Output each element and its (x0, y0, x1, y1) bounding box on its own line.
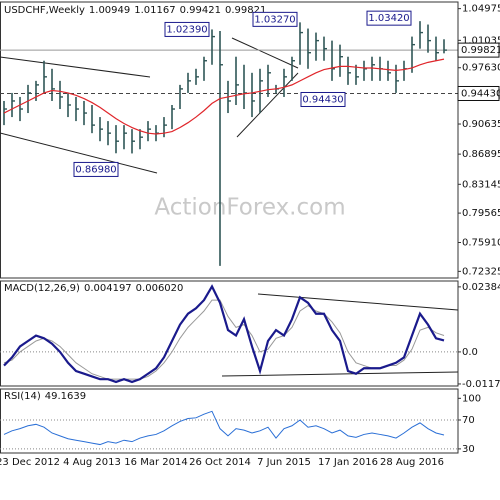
annotation-box (73, 161, 119, 177)
level-label: 0.99821 (461, 45, 500, 56)
annotation-label: 1.02390 (166, 24, 207, 35)
x-tick-label: 7 Jun 2015 (257, 457, 311, 468)
rsi-panel (0, 388, 459, 454)
panel-title: RSI(14) (4, 391, 41, 402)
y-tick-label: 70 (462, 415, 475, 426)
y-tick-label: 0.97630 (462, 63, 500, 74)
y-tick-label: 0.83145 (462, 179, 500, 190)
level-label: 0.94430 (461, 88, 500, 99)
macd-line (3, 284, 445, 384)
macd-panel (0, 280, 459, 387)
header-value: 0.004197 (84, 283, 132, 294)
header-value: 49.1639 (45, 391, 86, 402)
trend-line (231, 37, 299, 69)
y-tick-label: 0.75910 (462, 238, 500, 249)
header: USDCHF,Weekly 1.00949 1.01167 0.99421 0.9982… (4, 5, 266, 16)
annotation-label: 1.03420 (368, 13, 409, 24)
trend-line (0, 132, 158, 174)
panel-title: MACD(12,26,9) (4, 283, 80, 294)
header-value: 1.00949 (89, 5, 130, 16)
header: RSI(14) 49.1639 (4, 391, 86, 402)
y-tick-label: 0.79565 (462, 208, 500, 219)
y-tick-label: 1.04975 (462, 4, 500, 15)
annotation-box (300, 91, 346, 107)
annotation-label: 0.94430 (302, 94, 343, 105)
annotation-box (366, 10, 412, 26)
y-tick-label: 30 (462, 444, 475, 455)
y-tick-label: 0.72325 (462, 266, 500, 277)
trend-line (221, 371, 459, 377)
x-tick-label: 17 Jan 2016 (318, 457, 378, 468)
chart-title: USDCHF,Weekly (4, 5, 85, 16)
annotation-label: 1.03270 (254, 14, 295, 25)
annotation-box (252, 11, 298, 27)
header-value: 0.006020 (136, 283, 184, 294)
x-tick-label: 26 Oct 2014 (189, 457, 251, 468)
header: MACD(12,26,9) 0.004197 0.006020 (4, 283, 183, 294)
y-tick-label: 1.01035 (462, 35, 500, 46)
y-tick-label: 0.90635 (462, 119, 500, 130)
annotation-box (164, 21, 210, 37)
moving-average (3, 58, 445, 135)
annotation-label: 0.86980 (75, 164, 116, 175)
header-value: 0.99421 (180, 5, 221, 16)
trend-line (236, 72, 299, 138)
level-box (457, 42, 500, 58)
level-box (457, 85, 500, 101)
x-tick-label: 4 Aug 2013 (63, 457, 121, 468)
header-value: 0.99821 (225, 5, 266, 16)
x-tick-label: 16 Mar 2014 (124, 457, 187, 468)
y-tick-label: -0.01175 (462, 379, 500, 390)
rsi-line (3, 410, 445, 446)
trend-line (257, 293, 459, 311)
trend-line (0, 56, 151, 78)
price-panel (0, 1, 459, 279)
y-tick-label: 100 (462, 393, 481, 404)
x-tick-label: 28 Aug 2016 (380, 457, 444, 468)
y-tick-label: 0.0 (462, 347, 478, 358)
y-tick-label: 0.023845 (462, 282, 500, 293)
header-value: 1.01167 (134, 5, 175, 16)
watermark: ActionForex.com (154, 195, 345, 221)
y-tick-label: 0.86895 (462, 149, 500, 160)
x-tick-label: 23 Dec 2012 (0, 457, 60, 468)
